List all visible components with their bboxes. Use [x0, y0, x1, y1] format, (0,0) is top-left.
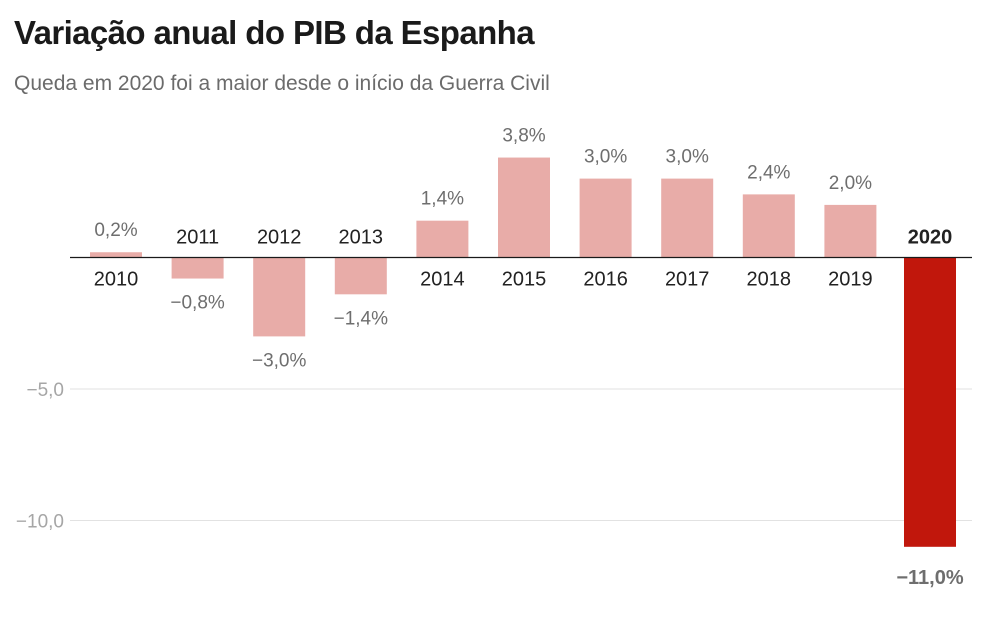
value-label-2016: 3,0% [584, 147, 627, 168]
value-label-2012: −3,0% [252, 350, 307, 371]
bar-2011 [171, 257, 224, 279]
labels: −5,0 −10,0 0,2% 2010 −0,8% 2011 −3,0% 2012 −1,4%… [16, 126, 964, 589]
gridlines [70, 388, 972, 521]
year-label-2016: 2016 [583, 269, 628, 291]
bar-2020 [904, 257, 956, 547]
value-label-2015: 3,8% [502, 126, 545, 147]
value-label-2011: −0,8% [170, 293, 225, 314]
value-label-2017: 3,0% [666, 147, 709, 168]
bar-2017 [661, 178, 714, 258]
y-tick-label: −10,0 [16, 512, 64, 533]
year-label-2011: 2011 [176, 227, 219, 249]
chart-subtitle: Queda em 2020 foi a maior desde o início… [14, 72, 550, 95]
bar-2019 [824, 204, 877, 258]
value-label-2010: 0,2% [94, 220, 137, 241]
value-label-2019: 2,0% [829, 173, 872, 194]
bar-2013 [334, 257, 387, 295]
bar-2015 [498, 157, 550, 258]
year-label-2017: 2017 [665, 269, 710, 291]
year-label-2012: 2012 [257, 227, 302, 249]
bar-2010 [90, 252, 142, 258]
y-tick-label: −5,0 [26, 380, 64, 401]
year-label-2019: 2019 [828, 269, 873, 291]
value-label-2020: −11,0% [896, 567, 964, 589]
year-label-2014: 2014 [420, 269, 465, 291]
bars [90, 157, 956, 547]
year-label-2013: 2013 [339, 227, 384, 249]
year-label-2018: 2018 [747, 269, 792, 291]
year-label-2015: 2015 [502, 269, 547, 291]
value-label-2018: 2,4% [747, 162, 790, 183]
year-label-2020: 2020 [908, 227, 953, 249]
value-label-2013: −1,4% [334, 308, 389, 329]
bar-2014 [416, 220, 469, 258]
year-label-2010: 2010 [94, 269, 139, 291]
chart-title: Variação anual do PIB da Espanha [14, 14, 535, 51]
bar-2012 [253, 257, 306, 337]
value-label-2014: 1,4% [421, 189, 464, 210]
bar-2018 [742, 194, 795, 258]
bar-2016 [579, 178, 632, 258]
